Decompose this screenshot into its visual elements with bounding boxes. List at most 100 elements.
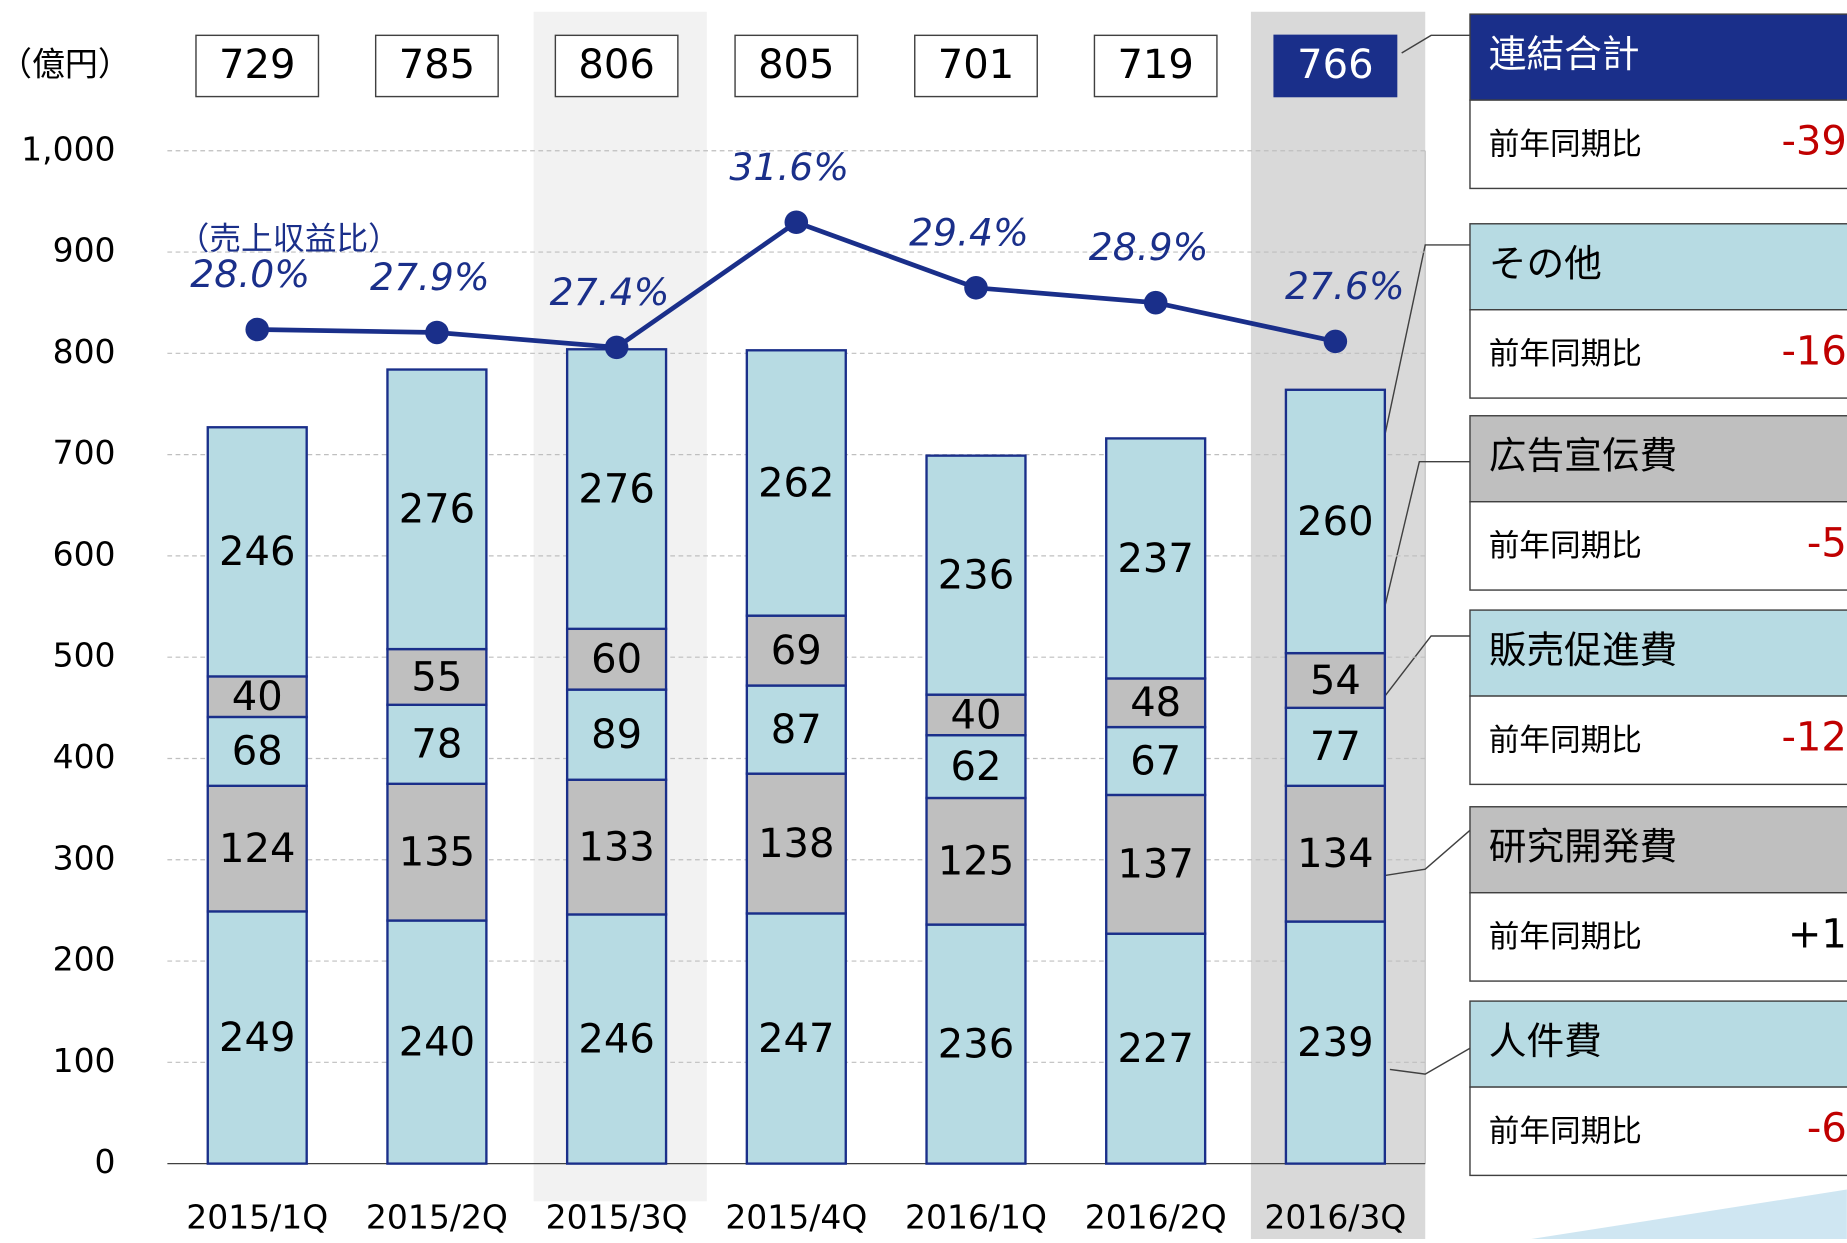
segment-label: 55 [411, 654, 462, 700]
segment-label: 236 [938, 1021, 1014, 1067]
bar-segment [386, 368, 488, 651]
bar-segment [745, 772, 847, 915]
legend-row [1469, 1086, 1847, 1177]
segment-label: 54 [1310, 658, 1361, 704]
x-tick-label: 2015/3Q [546, 1197, 688, 1236]
bar-segment [565, 627, 668, 691]
total-box [195, 34, 320, 98]
y-tick-label: 400 [53, 737, 116, 776]
ratio-label: 27.9% [370, 255, 490, 299]
bar-segment [386, 703, 488, 785]
bar-segment [565, 688, 668, 781]
x-tick-label: 2015/4Q [725, 1197, 867, 1236]
segment-label: 67 [1130, 738, 1181, 784]
ratio-marker [604, 335, 629, 360]
bar-segment [745, 684, 847, 775]
bar-segment [1284, 784, 1387, 923]
total-box [734, 34, 859, 98]
bar-segment [206, 426, 308, 678]
legend-name: 研究開発費 [1489, 825, 1677, 869]
bar-segment [1284, 651, 1387, 710]
line-annotation: （売上収益比） [177, 220, 399, 257]
segment-label: 236 [938, 553, 1014, 599]
y-tick-label: 600 [53, 534, 116, 573]
legend-name: 販売促進費 [1489, 628, 1677, 672]
segment-label: 125 [938, 839, 1014, 885]
legend-yoy-value: -12 [1781, 715, 1846, 761]
segment-label: 262 [758, 460, 834, 506]
legend-name: 連結合計 [1489, 32, 1640, 76]
segment-label: 260 [1297, 499, 1373, 545]
total-box [374, 34, 499, 98]
segment-label: 135 [399, 830, 475, 876]
y-tick-label: 500 [53, 636, 116, 675]
segment-label: 249 [219, 1015, 295, 1061]
legend-name: 広告宣伝費 [1489, 434, 1677, 478]
bar-segment [565, 348, 668, 631]
total-label: 805 [758, 42, 834, 88]
segment-label: 62 [951, 744, 1002, 790]
legend-header [1469, 806, 1847, 894]
legend-row [1469, 99, 1847, 190]
bar-segment [1105, 677, 1207, 729]
legend-name: 人件費 [1489, 1019, 1602, 1063]
bar-segment [386, 919, 488, 1165]
legend-row [1469, 501, 1847, 591]
bar-segment [206, 715, 308, 788]
ratio-label: 28.0% [190, 252, 310, 296]
decoration [1531, 1189, 1847, 1239]
bar-segment [206, 910, 308, 1165]
ratio-label: 31.6% [729, 145, 849, 189]
segment-label: 124 [219, 826, 295, 872]
segment-label: 137 [1117, 842, 1193, 888]
bar-segment [925, 454, 1027, 696]
legend-row [1469, 892, 1847, 982]
bar-segment [1105, 437, 1207, 680]
legend-header [1469, 1000, 1847, 1088]
total-label: 785 [399, 42, 475, 88]
ratio-marker [245, 317, 270, 342]
segment-label: 276 [399, 487, 475, 533]
legend-yoy-label: 前年同期比 [1489, 128, 1642, 163]
bar-segment [1105, 725, 1207, 797]
y-tick-label: 300 [53, 838, 116, 877]
bar-segment [925, 923, 1027, 1165]
y-tick-label: 200 [53, 940, 116, 979]
bar-segment [386, 647, 488, 706]
legend-yoy-label: 前年同期比 [1489, 337, 1642, 372]
y-tick-label: 100 [53, 1041, 116, 1080]
total-label: 806 [578, 42, 654, 88]
ratio-label: 29.4% [909, 210, 1029, 254]
bar-segment [745, 614, 847, 687]
bar-segment [1105, 793, 1207, 935]
segment-label: 40 [951, 692, 1002, 738]
segment-label: 60 [591, 637, 642, 683]
legend-yoy-label: 前年同期比 [1489, 529, 1642, 564]
legend-yoy-value: -16 [1781, 328, 1846, 374]
legend-yoy-value: +1 [1788, 911, 1847, 957]
segment-label: 78 [411, 722, 462, 768]
legend-header [1469, 609, 1847, 697]
total-label: 766 [1297, 42, 1373, 88]
segment-label: 69 [771, 628, 822, 674]
segment-label: 133 [578, 824, 654, 870]
segment-label: 68 [232, 729, 283, 775]
x-tick-label: 2016/2Q [1085, 1197, 1227, 1236]
bar-segment [565, 778, 668, 916]
bar-segment [1284, 388, 1387, 655]
x-tick-label: 2015/2Q [366, 1197, 508, 1236]
total-box [1273, 34, 1398, 98]
segment-label: 48 [1130, 680, 1181, 726]
bar-segment [386, 782, 488, 922]
segment-label: 246 [219, 529, 295, 575]
legend-header [1469, 13, 1847, 101]
ratio-marker [964, 276, 988, 300]
segment-label: 89 [591, 712, 642, 758]
y-tick-label: 700 [53, 433, 116, 472]
legend-yoy-label: 前年同期比 [1489, 1115, 1642, 1150]
segment-label: 134 [1297, 831, 1373, 877]
legend-name: その他 [1489, 242, 1602, 286]
legend-row [1469, 695, 1847, 786]
ratio-marker [784, 210, 809, 235]
